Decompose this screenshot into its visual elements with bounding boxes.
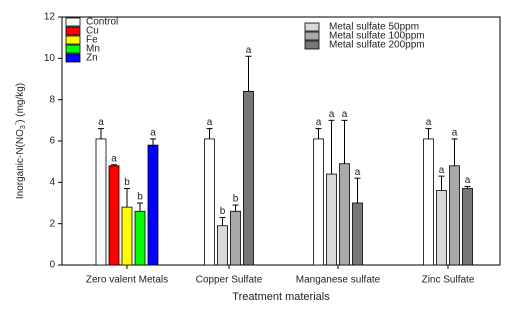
y-label-sub: 3	[20, 125, 27, 129]
bar	[462, 188, 473, 266]
legend-swatch	[304, 22, 320, 32]
y-axis-label: Inorganic-N(NO3-) (mg/kg)	[13, 83, 27, 199]
y-tick-label: 0	[49, 260, 55, 271]
x-tick-label: Copper Sulfate	[196, 275, 263, 286]
legend-swatch	[65, 26, 81, 36]
significance-letter: a	[426, 117, 432, 128]
y-label-part: ) (mg/kg)	[15, 83, 26, 123]
legend-swatch	[304, 31, 320, 41]
y-tick-label: 4	[49, 177, 55, 188]
x-tick-label: Zinc Sulfate	[422, 275, 475, 286]
significance-letter: b	[233, 194, 239, 205]
x-tick-label: Manganese sulfate	[296, 275, 381, 286]
significance-letter: a	[207, 117, 213, 128]
bar	[217, 225, 228, 266]
significance-letter: a	[355, 167, 361, 178]
bar	[313, 138, 324, 266]
legend-label: Metal sulfate 50ppm	[329, 22, 419, 33]
bar	[121, 206, 133, 266]
significance-letter: a	[342, 109, 348, 120]
bar	[243, 91, 254, 266]
significance-letter: b	[220, 206, 226, 217]
y-tick-label: 6	[49, 136, 55, 147]
bar	[230, 210, 241, 266]
y-label-sup: -	[13, 122, 20, 125]
y-label-part: Inorganic-N(NO	[15, 129, 26, 199]
significance-letter: a	[439, 165, 445, 176]
legend-label: Fe	[86, 35, 98, 46]
bar	[449, 165, 460, 266]
legend-swatch	[304, 40, 320, 50]
legend-label: Mn	[86, 44, 100, 55]
bar	[147, 144, 159, 266]
bar	[339, 163, 350, 266]
legend-label: Zn	[86, 53, 98, 64]
y-tick-label: 2	[49, 218, 55, 229]
bar	[204, 138, 215, 266]
significance-letter: a	[452, 128, 458, 139]
legend-label: Cu	[86, 26, 99, 37]
legend-swatch	[65, 17, 81, 27]
legend-swatch	[65, 35, 81, 45]
bar	[352, 202, 363, 266]
significance-letter: a	[98, 117, 104, 128]
x-axis-label: Treatment materials	[232, 291, 330, 303]
significance-letter: b	[124, 177, 130, 188]
legend-label: Metal sulfate 100ppm	[329, 31, 425, 42]
y-tick-label: 8	[49, 94, 55, 105]
legend-label: Metal sulfate 200ppm	[329, 40, 425, 51]
significance-letter: a	[465, 175, 471, 186]
legend-label: Control	[86, 17, 118, 28]
bar	[423, 138, 434, 266]
significance-letter: a	[150, 128, 156, 139]
legend-swatch	[65, 44, 81, 54]
significance-letter: b	[137, 192, 143, 203]
significance-letter: a	[246, 45, 252, 56]
bar	[134, 210, 146, 266]
x-tick-label: Zero valent Metals	[86, 275, 168, 286]
significance-letter: a	[329, 109, 335, 120]
bar	[326, 173, 337, 266]
bar	[95, 138, 107, 266]
bar	[436, 190, 447, 266]
y-tick-label: 12	[44, 12, 56, 23]
legend-swatch	[65, 53, 81, 63]
y-tick-label: 10	[44, 53, 56, 64]
bar	[108, 165, 120, 266]
significance-letter: a	[111, 153, 117, 164]
significance-letter: a	[316, 117, 322, 128]
